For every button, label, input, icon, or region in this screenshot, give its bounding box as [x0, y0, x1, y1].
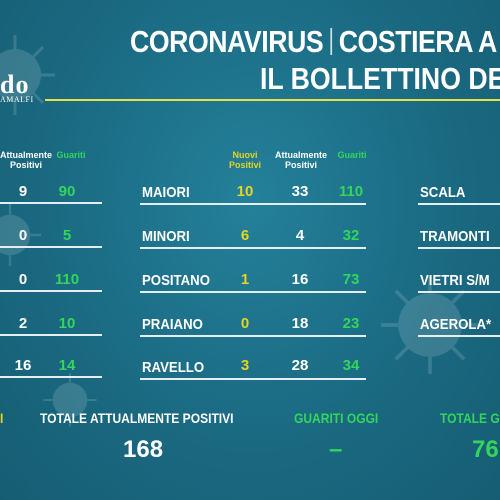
center-row-4-guariti: 23 — [342, 315, 360, 332]
title-left: CORONAVIRUS — [130, 24, 324, 59]
center-row-4-name: PRAIANO — [142, 316, 203, 333]
center-header-guariti: Guariti — [337, 150, 367, 160]
virus-icon — [43, 373, 97, 427]
left-row-5-attuali: 16 — [14, 357, 32, 374]
center-row-3-nuovi: 1 — [240, 271, 250, 288]
footer-left-fragment: I — [0, 410, 4, 426]
title-right: COSTIERA A — [338, 24, 498, 59]
center-row-3-guariti: 73 — [342, 271, 360, 288]
center-row-5-attuali: 28 — [291, 357, 309, 374]
right-row-1-name: SCALA — [420, 184, 466, 201]
right-row-2-name: TRAMONTI — [420, 228, 490, 245]
left-row-4-attuali: 2 — [18, 315, 28, 332]
center-row-4-rule — [140, 335, 366, 337]
right-row-2-rule — [418, 247, 500, 249]
totale-attuali-label: TOTALE ATTUALMENTE POSITIVI — [40, 410, 234, 426]
center-row-2-guariti: 32 — [342, 227, 360, 244]
left-row-1-attuali: 9 — [18, 183, 28, 200]
right-row-1-rule — [418, 203, 500, 205]
left-row-3-guariti: 110 — [54, 271, 80, 288]
right-row-3-name: VIETRI S/M — [420, 272, 490, 289]
right-row-4-name: AGEROLA* — [420, 316, 492, 333]
left-header-attuali: Attualmente Positivi — [0, 150, 53, 170]
center-row-1-rule — [140, 203, 366, 205]
center-row-4-nuovi: 0 — [240, 315, 250, 332]
logo-subtitle: AMALFI — [0, 95, 34, 104]
center-row-5-rule — [140, 378, 366, 380]
right-row-4-rule — [418, 335, 500, 337]
left-row-4-rule — [0, 334, 102, 336]
page-title: CORONAVIRUS COSTIERA A — [130, 26, 497, 57]
center-row-5-guariti: 34 — [342, 357, 360, 374]
virus-icon — [0, 35, 55, 115]
center-row-3-name: POSITANO — [142, 272, 210, 289]
center-row-1-guariti: 110 — [338, 183, 364, 200]
center-header-attuali: Attualmente Positivi — [274, 150, 327, 170]
center-row-2-rule — [140, 247, 366, 249]
page-subtitle: IL BOLLETTINO DE — [260, 61, 500, 96]
totale-guariti-value: 76 — [472, 436, 499, 463]
left-row-5-guariti: 14 — [58, 357, 76, 374]
left-row-1-rule — [0, 202, 102, 204]
left-row-2-guariti: 5 — [62, 227, 72, 244]
left-header-guariti: Guariti — [56, 150, 86, 160]
left-row-4-guariti: 10 — [58, 315, 76, 332]
center-row-1-nuovi: 10 — [236, 183, 254, 200]
center-header-nuovi: Nuovi Positivi — [228, 150, 261, 170]
left-row-2-attuali: 0 — [18, 227, 28, 244]
left-row-3-attuali: 0 — [18, 271, 28, 288]
left-row-5-rule — [0, 376, 102, 378]
center-row-3-attuali: 16 — [291, 271, 309, 288]
totale-guariti-label: TOTALE G — [440, 410, 500, 426]
left-row-3-rule — [0, 290, 102, 292]
left-row-1-guariti: 90 — [58, 183, 76, 200]
center-row-1-attuali: 33 — [291, 183, 309, 200]
right-row-3-rule — [418, 291, 500, 293]
virus-icon — [381, 276, 479, 374]
left-row-2-rule — [0, 246, 102, 248]
center-row-4-attuali: 18 — [291, 315, 309, 332]
center-row-2-name: MINORI — [142, 228, 190, 245]
virus-icon — [0, 203, 42, 267]
center-row-5-name: RAVELLO — [142, 359, 205, 376]
center-row-3-rule — [140, 291, 366, 293]
center-row-2-nuovi: 6 — [240, 227, 250, 244]
guariti-oggi-value: – — [329, 436, 343, 463]
logo: do — [0, 70, 30, 99]
guariti-oggi-label: GUARITI OGGI — [294, 410, 379, 426]
title-separator — [330, 28, 332, 55]
center-row-2-attuali: 4 — [295, 227, 305, 244]
totale-attuali-value: 168 — [123, 436, 164, 463]
header-divider — [45, 99, 500, 101]
center-row-5-nuovi: 3 — [240, 357, 250, 374]
center-row-1-name: MAIORI — [142, 184, 190, 201]
